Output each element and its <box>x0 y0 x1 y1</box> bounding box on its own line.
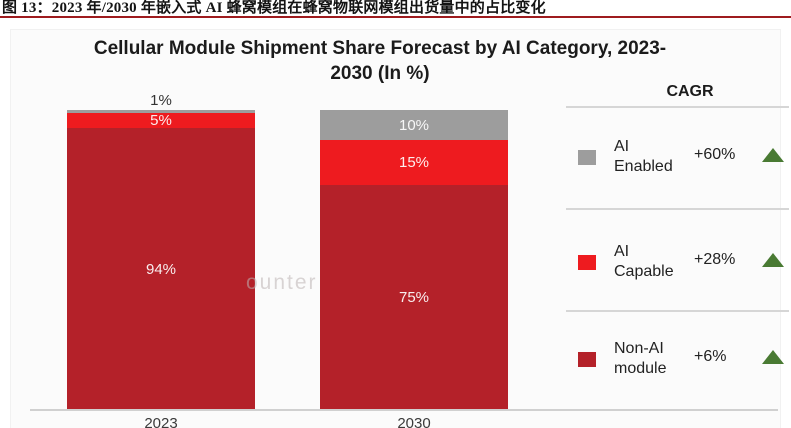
legend-swatch-ai-enabled <box>578 150 596 165</box>
x-axis-line <box>30 409 778 411</box>
chart-title-line2: 2030 (In %) <box>330 63 430 84</box>
legend-swatch-ai-capable <box>578 255 596 270</box>
caption-underline <box>0 16 791 18</box>
legend-label: AI Capable <box>614 243 674 280</box>
chart-title-line1: Cellular Module Shipment Share Forecast … <box>93 38 667 59</box>
legend-item-ai-capable: AI Capable +28% <box>566 238 790 288</box>
cagr-value: +28% <box>694 251 736 268</box>
legend-divider <box>566 310 789 312</box>
bar-segment-2023-ai-enabled <box>67 110 255 113</box>
trend-up-triangle-icon <box>762 253 784 267</box>
legend-label: Non-AI module <box>614 340 667 377</box>
chart-title: Cellular Module Shipment Share Forecast … <box>30 36 730 86</box>
cagr-value: +60% <box>694 146 736 163</box>
bar-segment-2030-ai-capable: 15% <box>320 140 508 185</box>
cagr-value: +6% <box>694 348 727 365</box>
cagr-header: CAGR <box>666 83 714 100</box>
legend-item-non-ai-module: Non-AI module +6% <box>566 335 790 385</box>
legend-swatch-non-ai-module <box>578 352 596 367</box>
figure-caption: 图 13：2023 年/2030 年嵌入式 AI 蜂窝模组在蜂窝物联网模组出货量… <box>2 0 546 16</box>
x-label-2023: 2023 <box>144 415 178 428</box>
trend-up-triangle-icon <box>762 148 784 162</box>
bar-segment-2023-non-ai-module: 94% <box>67 128 255 410</box>
legend-divider <box>566 208 789 210</box>
bar-segment-2023-ai-capable: 5% <box>67 112 255 129</box>
trend-up-triangle-icon <box>762 350 784 364</box>
bar-segment-2030-ai-enabled: 10% <box>320 110 508 140</box>
x-label-2030: 2030 <box>397 415 431 428</box>
bar-segment-2030-non-ai-module: 75% <box>320 185 508 410</box>
bar-outside-label-2023-ai-enabled: 1% <box>150 92 172 109</box>
legend-label: AI Enabled <box>614 138 673 175</box>
legend-item-ai-enabled: AI Enabled +60% <box>566 133 790 183</box>
legend-divider <box>566 106 789 108</box>
